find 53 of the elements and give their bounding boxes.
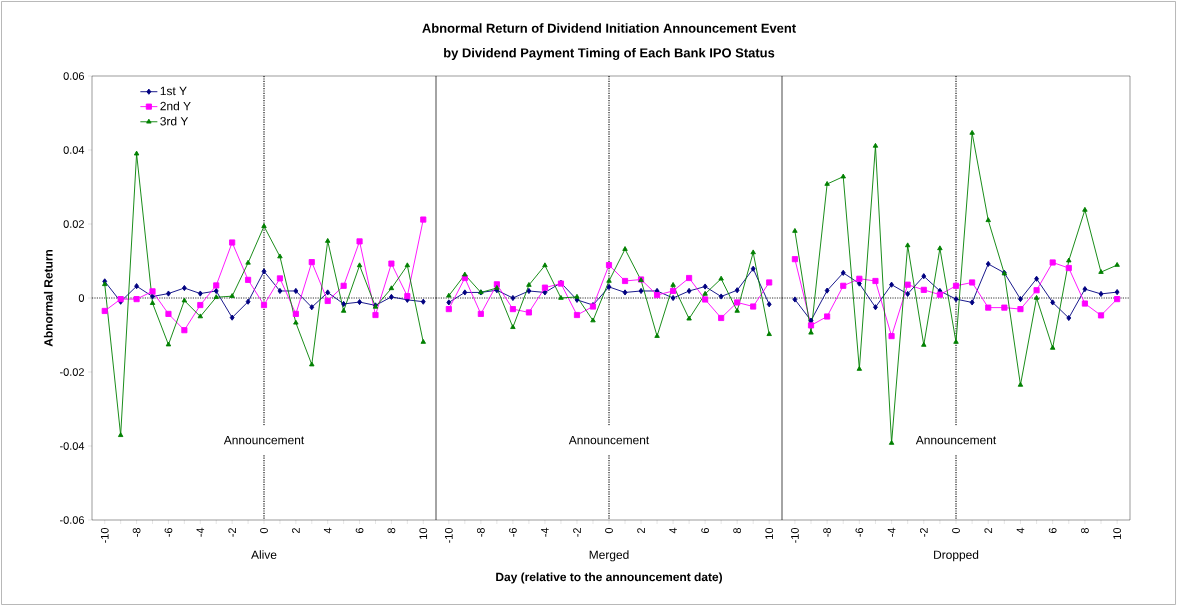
- chart-title: Abnormal Return of Dividend Initiation Announcement Event: [422, 23, 796, 33]
- x-tick-label: 2: [292, 528, 300, 534]
- ref-line-label: Announcement: [223, 435, 305, 445]
- x-tick-label: 10: [765, 527, 774, 539]
- x-tick-label: 8: [733, 528, 742, 534]
- x-tick-label: 10: [1113, 527, 1122, 539]
- x-tick-label: -8: [132, 528, 141, 537]
- y-tick-label: 0.04: [63, 146, 85, 154]
- y-tick-label: 0.02: [63, 220, 84, 228]
- x-axis-title: Dropped: [934, 550, 979, 562]
- x-tick-label: -10: [444, 527, 453, 543]
- text: Day (relative to the announcement date): [496, 572, 722, 584]
- x-tick-label: -6: [164, 528, 173, 537]
- x-tick-label: -2: [573, 528, 581, 537]
- x-tick-label: 6: [701, 528, 709, 534]
- x-tick-label: 8: [387, 528, 396, 534]
- legend-label: 3rd Y: [160, 116, 189, 126]
- x-tick-label: 0: [952, 527, 960, 534]
- x-tick-label: -6: [855, 528, 864, 537]
- x-axis-title: Merged: [589, 550, 629, 562]
- x-tick-label: 0: [260, 527, 268, 534]
- x-tick-label: -6: [509, 528, 517, 537]
- y-tick-label: 0: [78, 294, 85, 302]
- x-tick-label: 4: [323, 527, 332, 534]
- x-tick-label: -2: [919, 528, 928, 537]
- legend-label: 2nd Y: [160, 101, 191, 111]
- y-axis-title: Abnormal Return: [43, 249, 53, 347]
- chart-subtitle: by Dividend Payment Timing of Each Bank IPO Status: [444, 47, 775, 61]
- x-axis-title: Alive: [251, 550, 277, 559]
- x-tick-label: 6: [355, 528, 364, 534]
- x-tick-label: 6: [1048, 528, 1057, 534]
- x-tick-label: -8: [476, 528, 485, 537]
- x-tick-label: 4: [1016, 527, 1025, 534]
- ref-line-label: Announcement: [915, 435, 997, 445]
- x-tick-label: 8: [1081, 528, 1089, 534]
- y-tick-label: -0.02: [59, 368, 84, 376]
- x-tick-label: -10: [791, 527, 799, 543]
- x-tick-label: 2: [637, 528, 645, 534]
- x-tick-label: -4: [887, 527, 896, 537]
- x-tick-label: -10: [100, 527, 109, 543]
- x-tick-label: 0: [605, 527, 613, 534]
- x-tick-label: -2: [228, 528, 236, 537]
- x-tick-label: -4: [541, 527, 549, 537]
- x-tick-label: 10: [419, 527, 428, 539]
- y-tick-label: -0.04: [59, 442, 85, 450]
- x-tick-label: -4: [196, 527, 205, 537]
- x-tick-label: 4: [669, 527, 677, 534]
- y-tick-label: -0.06: [59, 516, 84, 524]
- legend-label: 1st Y: [160, 86, 187, 96]
- x-tick-label: 2: [984, 528, 993, 534]
- ref-line-label: Announcement: [568, 435, 650, 445]
- y-tick-label: 0.06: [63, 72, 84, 80]
- x-tick-label: -8: [823, 528, 831, 537]
